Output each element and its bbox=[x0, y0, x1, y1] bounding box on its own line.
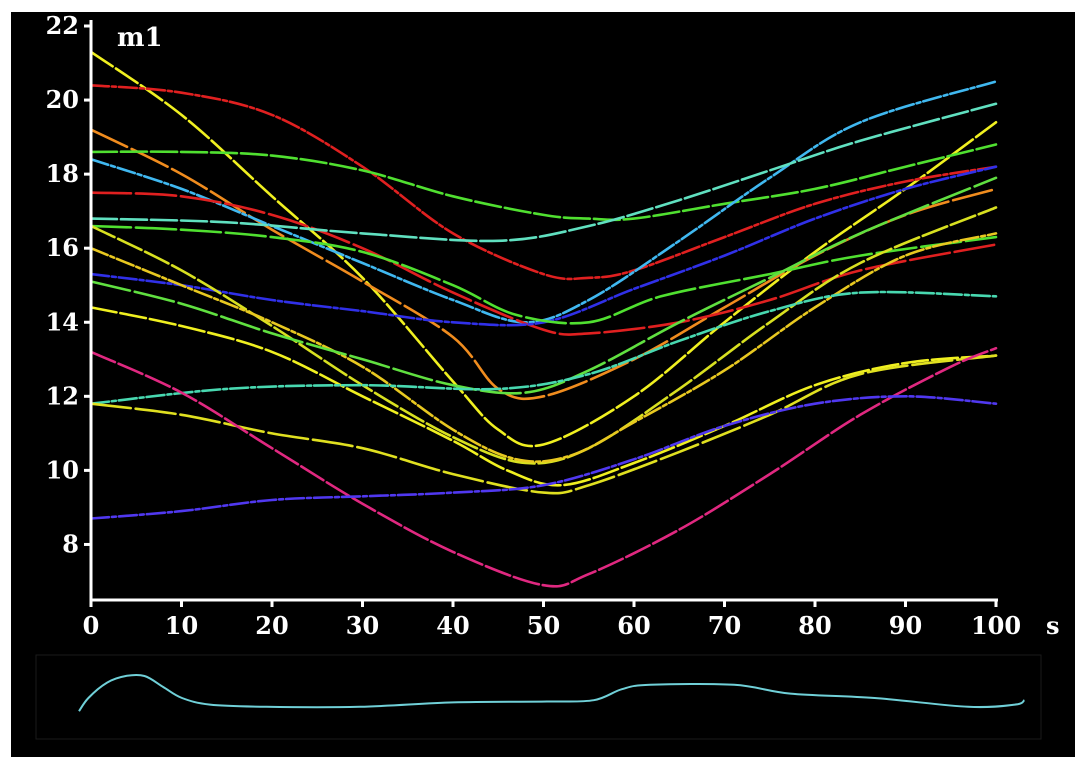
y-tick-label: 22 bbox=[46, 12, 79, 40]
trace-line bbox=[78, 673, 1025, 712]
series-line bbox=[89, 394, 998, 520]
series-line bbox=[89, 50, 998, 448]
x-tick-label: 80 bbox=[798, 611, 831, 640]
y-tick-label: 10 bbox=[46, 455, 79, 484]
y-tick-label: 16 bbox=[46, 233, 79, 262]
y-tick-label: 8 bbox=[62, 529, 79, 558]
x-tick-label: 0 bbox=[83, 611, 100, 640]
y-tick-label: 12 bbox=[46, 381, 79, 410]
x-tick-label: 10 bbox=[165, 611, 198, 640]
series-line bbox=[89, 306, 998, 487]
series-line bbox=[89, 143, 998, 222]
x-tick-label: 40 bbox=[436, 611, 469, 640]
series-line bbox=[89, 176, 998, 395]
panel-label: m1 bbox=[117, 23, 163, 53]
x-tick-label: 70 bbox=[708, 611, 741, 640]
series-line bbox=[89, 84, 998, 281]
y-tick-label: 14 bbox=[46, 307, 79, 336]
x-tick-label: 30 bbox=[346, 611, 379, 640]
y-tick-label: 20 bbox=[46, 85, 79, 114]
y-ticks: 8 10 12 14 16 18 20 22 bbox=[46, 12, 91, 558]
series-line bbox=[89, 191, 998, 336]
x-tick-label: 90 bbox=[889, 611, 922, 640]
x-tick-label: 60 bbox=[617, 611, 650, 640]
series-line bbox=[89, 346, 998, 588]
series-line bbox=[89, 232, 998, 463]
series-line bbox=[89, 224, 998, 325]
trace-panel bbox=[35, 654, 1042, 740]
chart-svg: 8 10 12 14 16 18 20 22 0 10 20 30 40 50 60 70 80 90 100 m… bbox=[35, 12, 1060, 740]
series-line bbox=[89, 165, 998, 327]
series-line bbox=[89, 206, 998, 465]
x-tick-label: 20 bbox=[255, 611, 288, 640]
axes: 8 10 12 14 16 18 20 22 0 10 20 30 40 50 60 70 80 90 100 bbox=[46, 12, 1021, 640]
x-tick-label: 50 bbox=[527, 611, 560, 640]
chart-frame: 8 10 12 14 16 18 20 22 0 10 20 30 40 50 60 70 80 90 100 m… bbox=[11, 12, 1075, 757]
y-tick-label: 18 bbox=[46, 159, 79, 188]
trace-lines bbox=[78, 673, 1025, 712]
x-tick-label: 100 bbox=[971, 611, 1021, 640]
series-line bbox=[89, 290, 998, 405]
series-line bbox=[89, 102, 998, 243]
plot-lines bbox=[89, 50, 998, 588]
series-line bbox=[89, 80, 998, 324]
x-axis-label: s bbox=[1046, 611, 1060, 640]
x-ticks: 0 10 20 30 40 50 60 70 80 90 100 bbox=[83, 600, 1021, 640]
series-line bbox=[89, 354, 998, 495]
